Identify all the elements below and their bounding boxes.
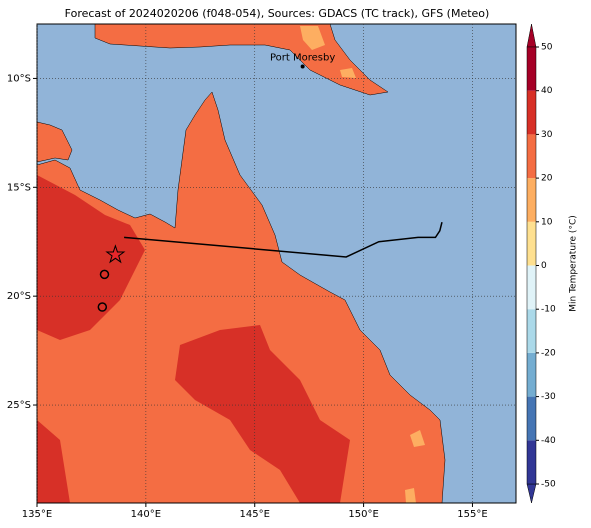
x-tick-label: 150°E <box>348 509 378 520</box>
land-arnhem <box>36 121 73 163</box>
track-marker <box>99 269 110 280</box>
colorbar-band <box>527 309 536 353</box>
land-light <box>405 430 425 503</box>
colorbar-tick-label: -20 <box>541 348 556 358</box>
colorbar-band <box>527 178 536 222</box>
y-tick-label: 25°S <box>7 400 31 411</box>
colorbar-under <box>526 483 537 504</box>
colorbar-band <box>527 47 536 91</box>
colorbar-band <box>527 352 536 397</box>
x-tick-label: 155°E <box>457 509 487 520</box>
chart-title: Forecast of 2024020206 (f048-054), Sourc… <box>65 7 490 20</box>
x-tick-label: 135°E <box>22 509 52 520</box>
colorbar-tick-label: -40 <box>541 436 556 446</box>
map-frame <box>36 23 517 504</box>
x-tick-label: 145°E <box>240 509 270 520</box>
colorbar-tick-label: -10 <box>541 305 556 315</box>
colorbar-over <box>526 23 537 48</box>
y-tick-label: 15°S <box>7 182 31 193</box>
colorbar-tick-label: 50 <box>541 43 553 53</box>
track-marker <box>97 302 108 312</box>
colorbar-band <box>527 90 536 135</box>
colorbar-tick-label: -50 <box>541 480 556 490</box>
place-dot <box>300 64 305 69</box>
colorbar-tick-label: 10 <box>541 217 553 227</box>
x-tick-label: 140°E <box>131 509 161 520</box>
colorbar-band <box>527 221 536 266</box>
colorbar-band <box>527 396 536 441</box>
frame <box>36 23 517 504</box>
colorbar-band <box>527 134 536 179</box>
place-label: Port Moresby <box>270 52 335 63</box>
colorbar-band <box>527 440 536 484</box>
colorbar-label: Min Temperature (°C) <box>569 215 579 312</box>
storm-center <box>105 244 126 264</box>
land-australia <box>36 91 446 504</box>
track-line <box>124 221 443 258</box>
colorbar-tick-label: -30 <box>541 392 556 402</box>
colorbar-tick-label: 0 <box>541 261 547 271</box>
y-tick-label: 10°S <box>7 73 31 84</box>
land-png-light <box>300 26 356 78</box>
colorbar-tick-label: 40 <box>541 86 553 96</box>
colorbar-tick-label: 30 <box>541 130 553 140</box>
colorbar-band <box>527 265 536 310</box>
colorbar-tick-label: 20 <box>541 174 553 184</box>
y-tick-label: 20°S <box>7 291 31 302</box>
